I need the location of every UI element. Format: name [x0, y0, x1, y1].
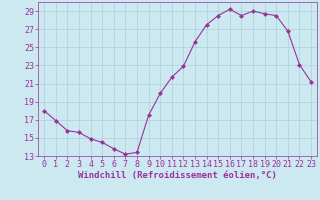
X-axis label: Windchill (Refroidissement éolien,°C): Windchill (Refroidissement éolien,°C): [78, 171, 277, 180]
